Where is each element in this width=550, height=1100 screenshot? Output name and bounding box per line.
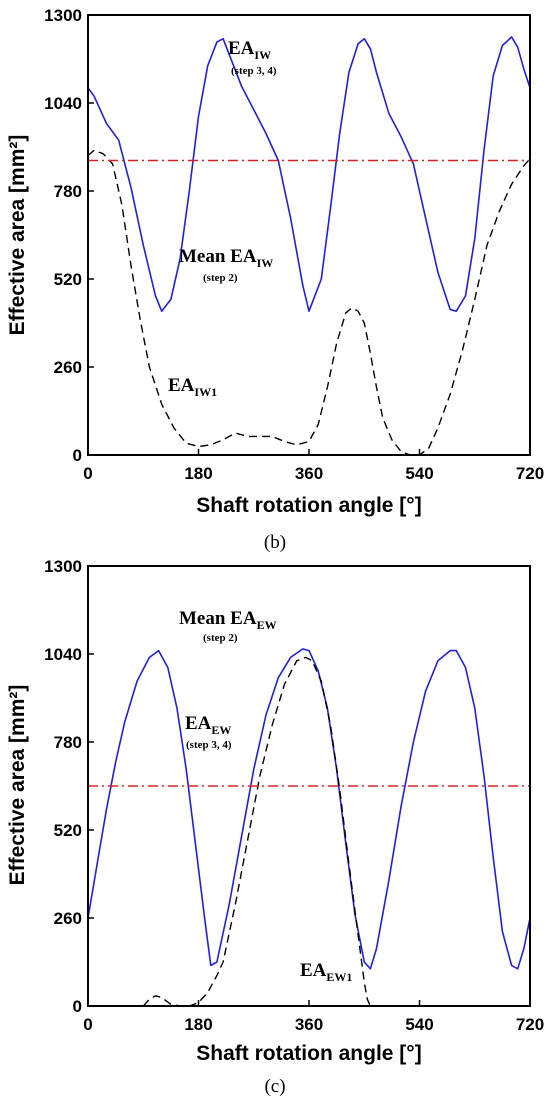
annotation-main: EA — [185, 713, 212, 734]
x-tick-label: 180 — [184, 1015, 212, 1034]
x-tick-label: 360 — [295, 1015, 323, 1034]
svg-text:Mean EAIW: Mean EAIW — [179, 246, 273, 270]
annotation-ea-ew: EAEW (step 3, 4) — [185, 713, 232, 751]
x-tick-label: 720 — [516, 464, 544, 483]
annotation-step: (step 3, 4) — [231, 65, 277, 77]
x-tick-label: 0 — [83, 464, 92, 483]
x-tick-label: 540 — [405, 1015, 433, 1034]
svg-text:EAEW: EAEW — [185, 713, 231, 737]
chart-panel-b: 0 180 360 540 720 0 260 520 780 1040 1300 Shaft ro… — [6, 6, 544, 553]
annotation-sub: IW — [254, 48, 271, 62]
annotation-main: EA — [168, 375, 195, 396]
y-tick-label: 0 — [73, 446, 82, 465]
series-line-ea-iw-step-3-4 — [87, 36, 531, 312]
svg-text:EAEW1: EAEW1 — [300, 960, 352, 984]
y-axis-label: Effective area [mm²] — [6, 135, 29, 336]
annotation-mean-ea-iw: Mean EAIW (step 2) — [179, 246, 273, 284]
series-line-ea-iw1 — [87, 149, 531, 456]
x-axis-label: Shaft rotation angle [°] — [196, 494, 421, 517]
y-tick-label: 1300 — [44, 6, 82, 25]
y-tick-label: 260 — [54, 909, 82, 928]
y-axis-label: Effective area [mm²] — [6, 685, 29, 886]
annotation-ea-ew1: EAEW1 — [300, 960, 352, 984]
x-axis-label: Shaft rotation angle [°] — [196, 1042, 421, 1065]
annotation-sub: EW1 — [326, 970, 352, 984]
y-tick-label: 780 — [54, 182, 82, 201]
tick-group: 0 180 360 540 720 0 260 520 780 1040 1300 — [44, 6, 544, 483]
chart-panel-c: 0 180 360 540 720 0 260 520 780 1040 1300 Shaft ro… — [6, 557, 544, 1097]
series-line-ea-ew-step-3-4 — [87, 648, 531, 970]
annotation-sub: IW — [257, 256, 274, 270]
plot-frame — [87, 14, 531, 456]
y-tick-label: 520 — [54, 270, 82, 289]
y-tick-label: 260 — [54, 358, 82, 377]
annotation-sub: EW — [211, 723, 231, 737]
x-tick-label: 360 — [295, 464, 323, 483]
annotation-sub: EW — [257, 618, 277, 632]
svg-text:EAIW: EAIW — [228, 38, 271, 62]
panel-caption: (c) — [264, 1076, 285, 1097]
annotation-mean-ea-ew: Mean EAEW (step 2) — [179, 608, 277, 644]
annotation-main: Mean EA — [179, 608, 257, 629]
y-tick-label: 1040 — [44, 94, 82, 113]
annotation-sub: IW1 — [194, 385, 217, 399]
x-tick-label: 180 — [184, 464, 212, 483]
x-tick-label: 0 — [83, 1015, 92, 1034]
y-tick-label: 1300 — [44, 557, 82, 576]
svg-text:EAIW1: EAIW1 — [168, 375, 217, 399]
x-tick-label: 540 — [405, 464, 433, 483]
chart-series-group — [87, 648, 531, 1007]
y-tick-label: 520 — [54, 821, 82, 840]
y-tick-label: 1040 — [44, 645, 82, 664]
annotation-main: EA — [228, 38, 255, 59]
annotation-step: (step 2) — [203, 632, 238, 644]
annotation-ea-iw: EAIW (step 3, 4) — [228, 38, 277, 77]
series-line-ea-ew1 — [142, 656, 372, 1007]
annotation-step: (step 3, 4) — [186, 739, 232, 751]
annotation-main: EA — [300, 960, 327, 981]
x-tick-label: 720 — [516, 1015, 544, 1034]
panel-caption: (b) — [264, 532, 286, 553]
svg-text:Mean EAEW: Mean EAEW — [179, 608, 277, 632]
y-tick-label: 780 — [54, 733, 82, 752]
annotation-step: (step 2) — [203, 272, 238, 284]
annotation-ea-iw1: EAIW1 — [168, 375, 217, 399]
chart-series-group — [87, 36, 531, 456]
annotation-main: Mean EA — [179, 246, 257, 267]
y-tick-label: 0 — [73, 997, 82, 1016]
tick-group: 0 180 360 540 720 0 260 520 780 1040 1300 — [44, 557, 544, 1034]
